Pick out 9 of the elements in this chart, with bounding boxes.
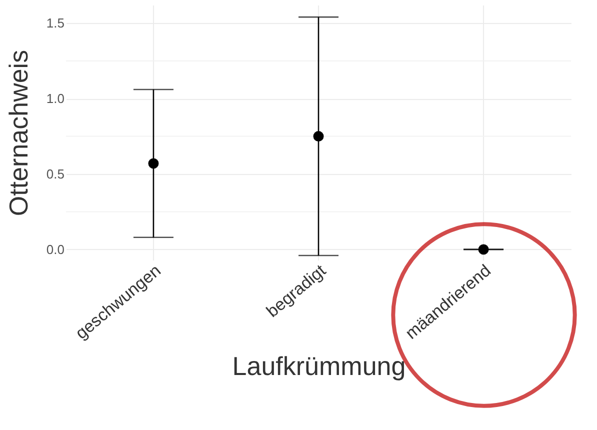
point [148,158,159,169]
point [478,244,489,255]
point [313,131,324,142]
x-axis-title: Laufkrümmung [232,351,406,382]
y-tick-label: 0.0 [46,242,64,257]
y-tick-label: 0.5 [46,166,64,182]
y-tick-label: 1.0 [46,91,64,106]
y-axis-title: Otternachweis [3,50,34,216]
y-tick-label: 1.5 [46,16,64,31]
